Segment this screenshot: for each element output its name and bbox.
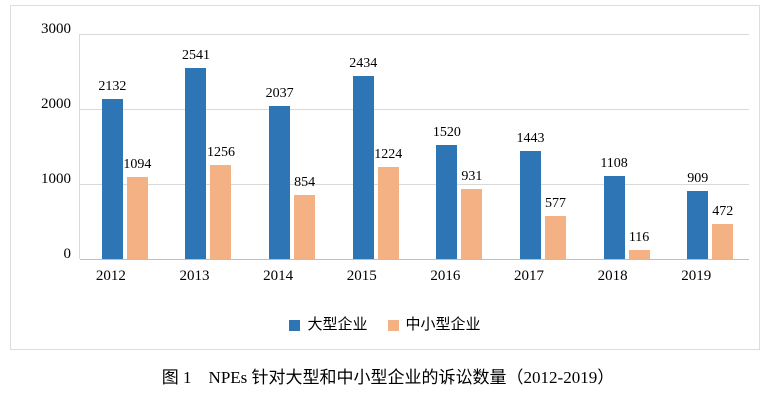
x-tick-label: 2015 — [346, 268, 377, 284]
chart-box: 0 1000 2000 3000 2132 1094 2541 1256 2037 854 243… — [10, 5, 760, 350]
bar-large-enterprise-2017 — [519, 150, 541, 259]
legend: 大型企业 中小型企业 — [11, 317, 759, 333]
bar-value-label: 1256 — [206, 144, 235, 160]
bar-value-label: 2037 — [265, 86, 294, 102]
bar-value-label: 1094 — [123, 156, 152, 172]
bar-value-label: 854 — [294, 174, 316, 190]
y-tick-label: 2000 — [41, 96, 71, 112]
y-tick-label: 3000 — [41, 21, 71, 37]
bar-sme-2012 — [126, 176, 148, 259]
bar-value-label: 2434 — [349, 56, 378, 72]
legend-label: 中小型企业 — [405, 317, 481, 333]
bar-value-label: 1108 — [600, 155, 628, 171]
x-tick-label: 2019 — [681, 268, 712, 284]
bar-large-enterprise-2016 — [436, 145, 458, 259]
bar-large-enterprise-2012 — [101, 99, 123, 259]
bar-sme-2016 — [461, 189, 483, 259]
figure-caption: 图 1 NPEs 针对大型和中小型企业的诉讼数量（2012-2019） — [161, 368, 615, 387]
plot-area: 2132 1094 2541 1256 2037 854 2434 1224 1520 931 14… — [79, 34, 749, 260]
gridline-3000 — [80, 34, 749, 35]
bar-value-label: 472 — [712, 203, 734, 219]
bar-value-label: 931 — [461, 169, 483, 185]
x-axis-line — [80, 259, 749, 260]
x-tick-label: 2014 — [263, 268, 294, 284]
bar-sme-2018 — [628, 250, 650, 259]
bar-value-label: 1520 — [432, 125, 461, 140]
bar-large-enterprise-2014 — [269, 106, 291, 259]
y-tick-label: 0 — [63, 246, 72, 262]
bar-sme-2014 — [294, 194, 316, 259]
x-tick-label: 2017 — [513, 268, 544, 284]
bar-value-label: 2541 — [181, 48, 210, 64]
bar-large-enterprise-2019 — [687, 190, 709, 259]
bar-sme-2017 — [544, 215, 566, 259]
bar-large-enterprise-2018 — [603, 175, 625, 259]
legend-swatch-icon — [387, 319, 399, 331]
x-tick-label: 2018 — [597, 268, 628, 284]
bar-value-label: 116 — [628, 230, 650, 246]
legend-swatch-icon — [289, 319, 301, 331]
bar-sme-2013 — [210, 164, 232, 259]
bar-value-label: 909 — [687, 170, 709, 186]
y-tick-label: 1000 — [41, 171, 71, 187]
bar-value-label: 577 — [544, 195, 566, 211]
legend-item-sme: 中小型企业 — [387, 317, 481, 333]
bar-large-enterprise-2015 — [352, 76, 374, 259]
legend-item-large-enterprise: 大型企业 — [289, 317, 368, 333]
gridline-2000 — [80, 109, 749, 110]
x-tick-label: 2016 — [430, 268, 461, 284]
bar-value-label: 1443 — [516, 130, 545, 146]
x-tick-label: 2012 — [95, 268, 126, 284]
legend-label: 大型企业 — [307, 317, 368, 333]
bar-sme-2019 — [712, 223, 734, 259]
gridline-1000 — [80, 184, 749, 185]
bar-value-label: 1224 — [374, 147, 403, 163]
bar-value-label: 2132 — [98, 79, 127, 95]
x-tick-label: 2013 — [179, 268, 210, 284]
bar-large-enterprise-2013 — [185, 68, 207, 259]
bar-sme-2015 — [377, 167, 399, 259]
